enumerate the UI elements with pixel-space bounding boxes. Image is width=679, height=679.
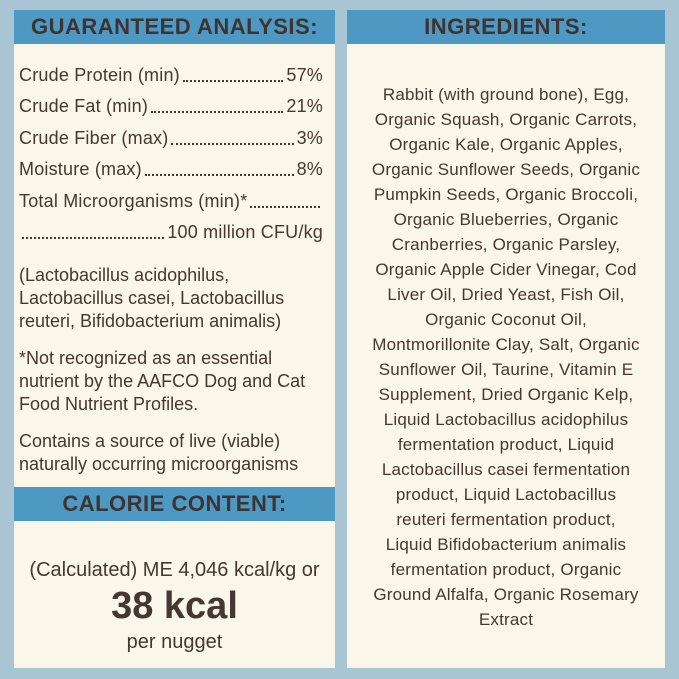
dot-leader [182,79,284,82]
panel-guaranteed-analysis: GUARANTEED ANALYSIS: Crude Protein (min)… [14,10,335,668]
analysis-row: 100 million CFU/kg [19,212,323,244]
analysis-value: 3% [296,127,323,148]
analysis-label: Moisture (max) [19,159,142,179]
analysis-label: Crude Protein (min) [19,64,180,85]
calorie-kcal-per-kg: (Calculated) ME 4,046 kcal/kg or [29,559,320,581]
calorie-content-header: CALORIE CONTENT: [14,487,335,521]
calorie-content-body: (Calculated) ME 4,046 kcal/kg or 38 kcal… [14,558,335,654]
analysis-value: 21% [286,96,323,116]
analysis-row: Total Microorganisms (min)* [19,180,323,212]
calorie-per-nugget-label: per nugget [126,631,223,653]
aafco-footnote: *Not recognized as an essential nutrient… [19,348,306,414]
ingredients-text: Rabbit (with ground bone), Egg, Organic … [371,85,641,629]
dot-leader [171,142,294,145]
analysis-label: Crude Fat (min) [19,96,149,116]
analysis-label: Total Microorganisms (min)* [19,190,248,211]
calorie-per-nugget-value: 38 kcal [111,585,238,627]
analysis-value: 8% [296,159,323,179]
analysis-row: Crude Protein (min) 57% [19,54,323,86]
analysis-value: 57% [286,64,323,85]
dot-leader [144,174,294,176]
analysis-table: Crude Protein (min) 57% Crude Fat (min) … [14,44,335,243]
analysis-notes: (Lactobacillus acidophilus, Lactobacillu… [14,264,335,476]
dot-leader [151,111,284,113]
analysis-label: Crude Fiber (max) [19,127,169,148]
analysis-row: Crude Fat (min) 21% [19,86,323,118]
guaranteed-analysis-header: GUARANTEED ANALYSIS: [14,10,335,44]
panel-ingredients: INGREDIENTS: Rabbit (with ground bone), … [347,10,665,668]
dot-leader [22,237,165,239]
ingredients-header: INGREDIENTS: [347,10,665,44]
analysis-row: Crude Fiber (max) 3% [19,117,323,149]
analysis-row: Moisture (max) 8% [19,149,323,181]
live-microorganisms-note: Contains a source of live (viable) natur… [19,431,299,474]
probiotics-note: (Lactobacillus acidophilus, Lactobacillu… [19,265,285,331]
analysis-value: 100 million CFU/kg [167,222,323,242]
dot-leader [250,205,320,208]
